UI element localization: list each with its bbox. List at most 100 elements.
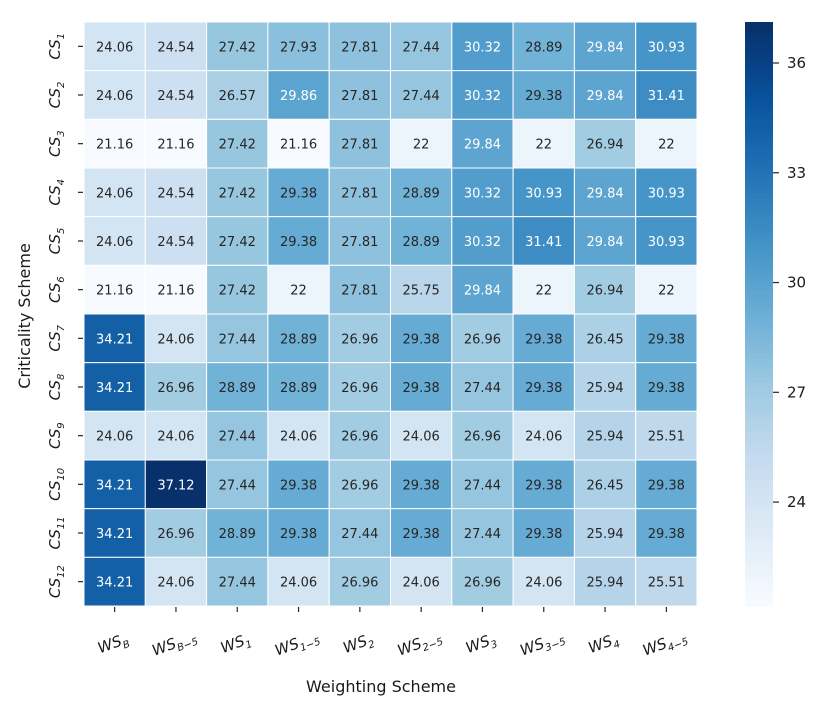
heatmap-cell xyxy=(573,70,637,120)
colorbar-segment xyxy=(745,352,773,359)
heatmap-cell xyxy=(267,313,330,364)
cell-value-label: 26.94 xyxy=(586,138,623,153)
heatmap-cell xyxy=(512,459,575,510)
colorbar-segment xyxy=(745,99,773,106)
cell-value-label: 29.38 xyxy=(280,478,317,493)
cell-value-label: 27.81 xyxy=(341,186,378,201)
colorbar-segment xyxy=(745,177,773,184)
heatmap-cell xyxy=(83,556,146,607)
colorbar-segment xyxy=(745,245,773,252)
cell-value-label: 24.06 xyxy=(403,576,440,591)
colorbar-tick-label: 27 xyxy=(787,383,806,401)
cell-value-label: 22 xyxy=(658,138,675,153)
cell-value-label: 24.06 xyxy=(280,430,317,445)
heatmap-cell xyxy=(512,21,575,72)
heatmap-cell xyxy=(390,21,453,72)
cell-value-label: 24.06 xyxy=(96,235,133,250)
colorbar-segment xyxy=(745,333,773,339)
x-tick-label: WS4 xyxy=(586,630,622,660)
cell-value-label: 29.38 xyxy=(525,89,562,104)
cell-value-label: 24.54 xyxy=(157,89,194,104)
colorbar-segment xyxy=(745,494,773,500)
cell-value-label: 24.06 xyxy=(96,186,133,201)
colorbar-segment xyxy=(745,265,773,271)
cell-value-label: 27.44 xyxy=(341,527,378,542)
y-tick-label: CS1 xyxy=(46,33,67,60)
cell-value-label: 28.89 xyxy=(280,381,317,396)
heatmap-cell xyxy=(451,362,514,412)
colorbar-segment xyxy=(745,65,773,72)
colorbar-segment xyxy=(745,260,773,266)
heatmap-cell xyxy=(512,410,575,461)
heatmap-cell xyxy=(267,362,330,412)
heatmap-cell xyxy=(328,216,392,266)
heatmap-cell xyxy=(144,362,208,412)
cell-value-label: 27.44 xyxy=(403,40,440,55)
cell-value-label: 30.93 xyxy=(648,186,685,201)
x-tick-label: WS2 xyxy=(341,630,377,660)
colorbar-segment xyxy=(745,153,773,159)
colorbar-segment xyxy=(745,571,773,578)
cell-value-label: 25.94 xyxy=(586,381,623,396)
x-tick-label: WSB xyxy=(95,629,132,659)
heatmap-cell xyxy=(144,216,208,266)
colorbar-segment xyxy=(745,26,773,33)
colorbar-segment xyxy=(745,56,773,62)
cell-value-label: 29.38 xyxy=(648,527,685,542)
heatmap-cell xyxy=(573,264,637,315)
cell-value-label: 27.93 xyxy=(280,40,317,55)
heatmap-cell xyxy=(328,508,392,558)
heatmap-cell xyxy=(573,459,637,510)
colorbar-segment xyxy=(745,387,773,393)
colorbar-segment xyxy=(745,168,773,174)
heatmap-cell xyxy=(390,313,453,364)
cell-value-label: 29.84 xyxy=(586,186,623,201)
cell-value-label: 24.54 xyxy=(157,186,194,201)
cell-value-label: 29.84 xyxy=(464,138,501,153)
heatmap-cell xyxy=(206,556,269,607)
colorbar-segment xyxy=(745,557,773,563)
heatmap-cell xyxy=(512,362,575,412)
heatmap-cell xyxy=(635,70,698,120)
heatmap-cell xyxy=(328,556,392,607)
heatmap-cell xyxy=(206,508,269,558)
heatmap-cell xyxy=(635,362,698,412)
colorbar-segment xyxy=(745,143,773,150)
cell-value-label: 22 xyxy=(413,138,430,153)
cell-value-label: 30.32 xyxy=(464,235,501,250)
cell-value-label: 24.06 xyxy=(280,576,317,591)
colorbar-segment xyxy=(745,348,773,354)
cell-value-label: 24.06 xyxy=(96,89,133,104)
colorbar-segment xyxy=(745,90,773,96)
cell-value-label: 24.06 xyxy=(525,430,562,445)
y-tick-label: CS4 xyxy=(46,179,67,206)
colorbar-segment xyxy=(745,231,773,237)
cell-value-label: 24.54 xyxy=(157,235,194,250)
colorbar-segment xyxy=(745,250,773,257)
cell-value-label: 27.81 xyxy=(341,89,378,104)
cell-value-label: 26.96 xyxy=(157,381,194,396)
colorbar-segment xyxy=(745,430,773,437)
cell-value-label: 21.16 xyxy=(157,284,194,299)
colorbar-segment xyxy=(745,304,773,310)
cell-value-label: 21.16 xyxy=(96,284,133,299)
cell-value-label: 30.93 xyxy=(648,40,685,55)
cell-value-label: 25.51 xyxy=(648,576,685,591)
colorbar-segment xyxy=(745,202,773,208)
heatmap-cell xyxy=(451,118,514,169)
cell-value-label: 26.96 xyxy=(341,430,378,445)
colorbar-segment xyxy=(745,576,773,583)
heatmap-cell xyxy=(267,264,330,315)
cell-value-label: 31.41 xyxy=(525,235,562,250)
colorbar-segment xyxy=(745,518,773,524)
colorbar-segment xyxy=(745,435,773,442)
colorbar-segment xyxy=(745,528,773,534)
colorbar-segment xyxy=(745,36,773,43)
colorbar-segment xyxy=(745,464,773,471)
cell-value-label: 24.54 xyxy=(157,40,194,55)
cell-value-label: 26.94 xyxy=(586,284,623,299)
heatmap-cell xyxy=(390,459,453,510)
cell-value-label: 27.44 xyxy=(219,332,256,347)
heatmap-cell xyxy=(635,313,698,364)
